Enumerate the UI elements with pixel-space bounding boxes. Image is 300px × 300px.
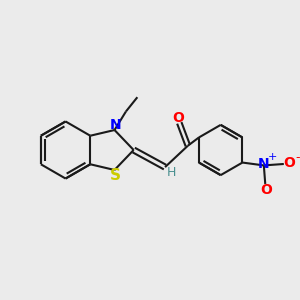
Text: N: N <box>258 157 270 171</box>
Text: H: H <box>167 166 176 179</box>
Text: O: O <box>172 111 184 125</box>
Text: N: N <box>109 118 121 132</box>
Text: S: S <box>110 168 121 183</box>
Text: O: O <box>283 156 295 170</box>
Text: -: - <box>295 151 300 164</box>
Text: +: + <box>268 152 277 162</box>
Text: O: O <box>260 183 272 197</box>
